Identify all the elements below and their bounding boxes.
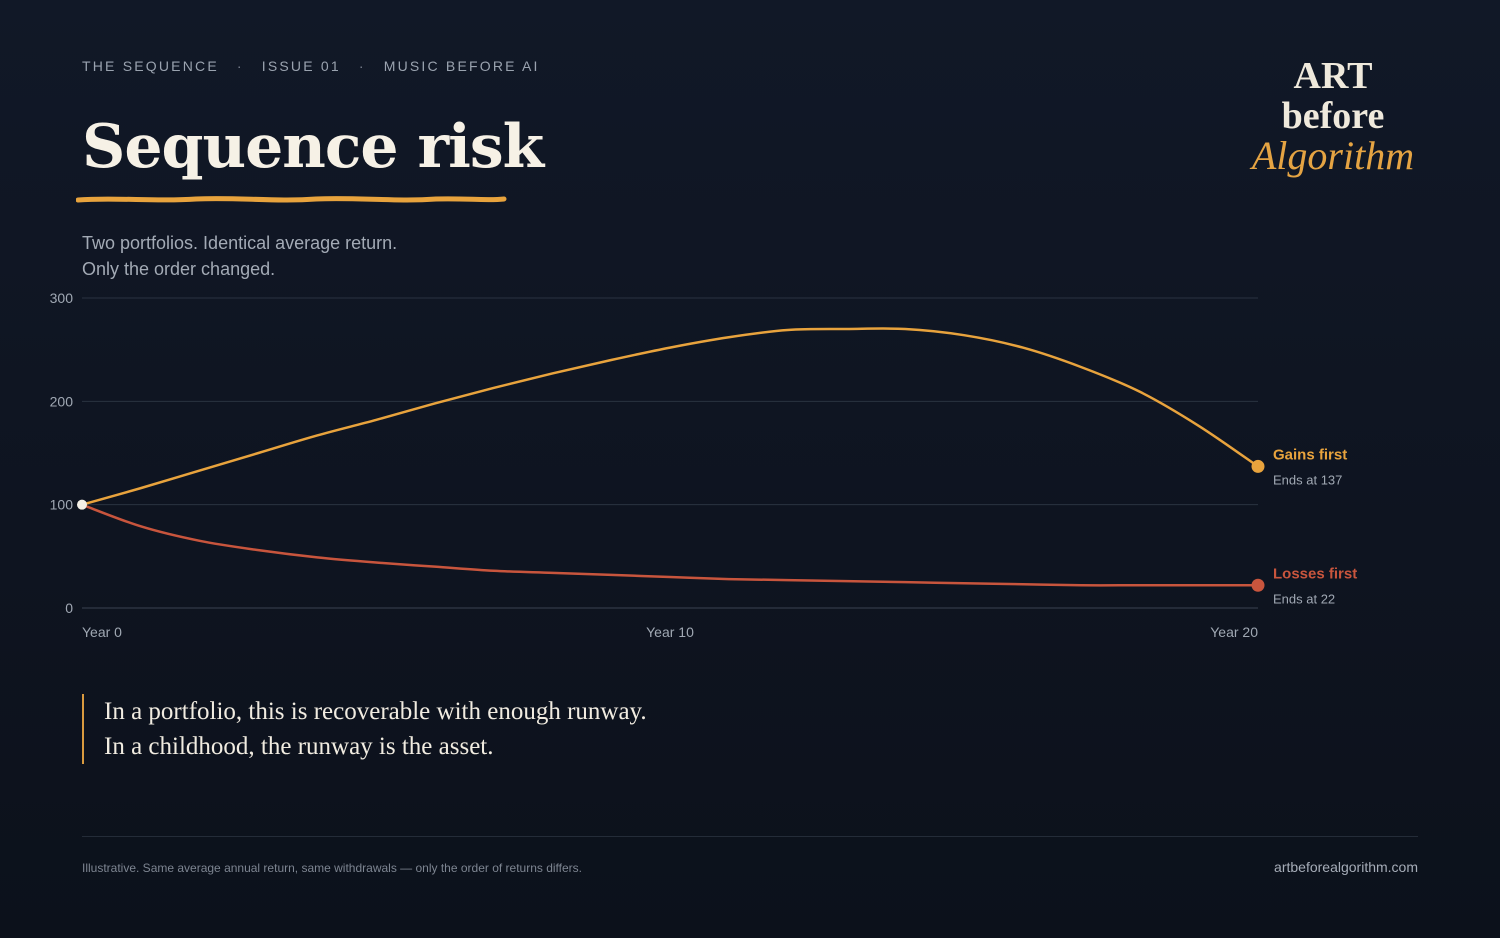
x-tick-label: Year 20 xyxy=(1210,624,1258,640)
kicker-issue: ISSUE 01 xyxy=(261,58,341,74)
kicker-series: THE SEQUENCE xyxy=(82,58,219,74)
quote-line: In a portfolio, this is recoverable with… xyxy=(104,698,647,725)
pull-quote: In a portfolio, this is recoverable with… xyxy=(82,694,647,764)
gains-end-label: Ends at 137 xyxy=(1273,472,1342,487)
losses-end-point xyxy=(1251,578,1265,592)
gains-series-label: Gains first xyxy=(1273,446,1347,463)
brand-logo: ART before Algorithm xyxy=(1248,56,1418,176)
kicker-topic: MUSIC BEFORE AI xyxy=(383,58,540,74)
kicker: THE SEQUENCE · ISSUE 01 · MUSIC BEFORE A… xyxy=(82,58,540,74)
y-tick-label: 0 xyxy=(65,600,73,616)
kicker-separator: · xyxy=(358,58,366,74)
y-tick-label: 200 xyxy=(50,393,74,409)
x-tick-label: Year 10 xyxy=(646,624,694,640)
page-title: Sequence risk xyxy=(82,112,544,182)
y-tick-label: 100 xyxy=(50,497,74,513)
footer-divider xyxy=(82,836,1418,837)
x-tick-label: Year 0 xyxy=(82,624,122,640)
start-point xyxy=(77,499,87,510)
subtitle-line: Only the order changed. xyxy=(82,259,276,279)
subtitle-line: Two portfolios. Identical average return… xyxy=(82,233,398,253)
quote-line: In a childhood, the runway is the asset. xyxy=(104,733,494,760)
gains-line xyxy=(81,327,1259,506)
gains-end-point xyxy=(1251,459,1265,473)
title-underline xyxy=(76,196,507,203)
logo-line-art: ART xyxy=(1293,55,1373,97)
losses-line xyxy=(81,503,1258,587)
kicker-separator: · xyxy=(236,58,244,74)
logo-line-before: before xyxy=(1281,95,1385,137)
subtitle: Two portfolios. Identical average return… xyxy=(82,230,397,282)
y-tick-label: 300 xyxy=(50,290,74,306)
site-link[interactable]: artbeforealgorithm.com xyxy=(1274,859,1418,875)
footnote: Illustrative. Same average annual return… xyxy=(82,861,583,875)
losses-series-label: Losses first xyxy=(1273,565,1357,582)
logo-line-algorithm: Algorithm xyxy=(1251,133,1415,178)
losses-end-label: Ends at 22 xyxy=(1273,591,1335,606)
sequence-line-chart: 0 100 200 300 Year 0 Year 10 Year 20 Gains firs… xyxy=(50,290,1358,640)
